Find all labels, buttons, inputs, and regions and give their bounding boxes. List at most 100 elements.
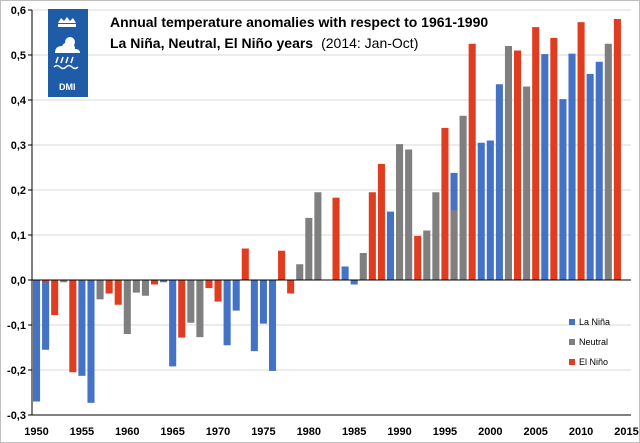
subtitle-neutral: Neutral	[168, 35, 216, 51]
bar-el-nino-1978	[287, 280, 295, 294]
x-tick-label: 1970	[206, 426, 230, 438]
bar-neutral-1968	[196, 280, 204, 338]
bar-neutral-1962	[141, 280, 149, 296]
crown-icon	[58, 17, 76, 27]
x-tick-label: 2015	[614, 426, 638, 438]
subtitle-sep-1: ,	[161, 35, 169, 51]
bar-neutral-1957	[96, 280, 104, 300]
subtitle-years: years	[273, 35, 314, 51]
bar-el-nino-1977	[278, 250, 286, 280]
bar-la-nina-1984	[341, 266, 349, 280]
bar-el-nino-1951	[42, 280, 50, 283]
bar-el-nino-1983	[332, 197, 340, 280]
bar-el-nino-1966	[178, 280, 186, 338]
bar-la-nina-2012	[595, 61, 603, 280]
y-tick-label: -0,1	[7, 320, 26, 332]
bar-neutral-1997	[459, 115, 467, 280]
y-tick-label: 0,0	[11, 275, 26, 287]
y-tick-label: 0,5	[11, 50, 26, 62]
bar-neutral-1980	[305, 217, 313, 280]
x-tick-label: 1975	[251, 426, 275, 438]
chart-subtitle: La Niña, Neutral, El Niño years (2014: Ja…	[110, 35, 418, 51]
legend: La Niña Neutral El Niño	[569, 317, 610, 367]
bar-neutral-1960	[123, 280, 131, 334]
chart-title: Annual temperature anomalies with respec…	[110, 14, 488, 30]
bar-el-nino-1987	[368, 192, 376, 280]
cloud-icon	[55, 42, 80, 53]
x-tick-label: 1960	[115, 426, 139, 438]
bar-el-nino-1988	[377, 163, 385, 280]
bar-el-nino-1970	[214, 280, 222, 302]
subtitle-el-nino: El Niño	[224, 35, 272, 51]
dmi-logo: DMI	[48, 9, 88, 97]
bar-la-nina-1976	[268, 280, 277, 371]
bar-neutral-1961	[132, 280, 140, 293]
bar-neutral-2004	[523, 86, 531, 280]
legend-swatch	[569, 319, 575, 325]
x-tick-label: 1985	[342, 426, 366, 438]
x-tick-label: 1990	[387, 426, 411, 438]
bar-el-nino-1952	[51, 280, 59, 316]
bar-la-nina-2000	[486, 140, 494, 280]
bar-la-nina-1955	[78, 280, 86, 376]
bar-la-nina-2008	[559, 99, 567, 280]
bar-la-nina-1951	[42, 280, 50, 350]
x-tick-label: 1965	[160, 426, 184, 438]
bar-el-nino-2003	[514, 50, 522, 280]
bars	[32, 19, 621, 403]
bar-la-nina-1971	[223, 280, 231, 346]
logo-text: DMI	[59, 82, 76, 92]
x-tick-label: 1950	[24, 426, 48, 438]
bar-neutral-1990	[396, 144, 404, 280]
legend-swatch	[569, 359, 575, 365]
subtitle-sep-2: ,	[217, 35, 225, 51]
bar-neutral-1979	[296, 264, 304, 280]
bar-neutral-1967	[187, 280, 195, 323]
bar-neutral-1994	[432, 192, 440, 280]
legend-label: Neutral	[579, 337, 608, 347]
bar-el-nino-1969	[205, 280, 213, 289]
x-tick-label: 2010	[569, 426, 593, 438]
chart-titles: Annual temperature anomalies with respec…	[110, 14, 488, 51]
bar-el-nino-1973	[241, 248, 249, 280]
bar-la-nina-1950	[32, 280, 41, 402]
bar-la-nina-1999	[477, 142, 485, 280]
bar-neutral-1953	[60, 280, 68, 283]
bar-la-nina-1989	[386, 211, 395, 280]
y-tick-label: -0,3	[7, 410, 26, 422]
y-tick-label: 0,4	[11, 95, 27, 107]
bar-el-nino-1995	[441, 127, 449, 281]
period-note: (2014: Jan-Oct)	[321, 35, 418, 51]
y-tick-labels: -0,3 -0,2 -0,1 0,0 0,1 0,2 0,3 0,4 0,5 0,6	[7, 5, 27, 422]
bar-neutral-1986	[359, 253, 367, 280]
x-tick-label: 1980	[297, 426, 321, 438]
x-tick-label: 2005	[523, 426, 547, 438]
bar-neutral-1993	[423, 230, 431, 280]
y-tick-label: 0,2	[11, 185, 26, 197]
bar-el-nino-2010	[577, 22, 585, 281]
y-tick-label: 0,3	[11, 140, 26, 152]
bar-el-nino-2007	[550, 37, 558, 281]
bar-la-nina-1956	[87, 280, 95, 403]
legend-swatch	[569, 339, 575, 345]
bar-el-nino-2005	[532, 27, 540, 280]
bar-la-nina-2001	[495, 84, 503, 280]
bar-la-nina-1975	[259, 280, 267, 324]
bar-la-nina-1972	[232, 280, 240, 311]
bar-el-nino-1958	[105, 280, 113, 294]
grid-lines	[32, 9, 631, 416]
legend-label: El Niño	[579, 357, 608, 367]
axes	[28, 9, 631, 416]
bar-la-nina-2006	[541, 54, 549, 280]
wave-icon	[53, 64, 79, 70]
y-tick-label: 0,1	[11, 230, 26, 242]
x-tick-label: 2000	[478, 426, 502, 438]
subtitle-la-nina: La Niña	[110, 35, 161, 51]
y-tick-label: 0,6	[11, 5, 26, 17]
bar-el-nino-1954	[69, 280, 77, 373]
bar-la-nina-1964	[160, 280, 168, 283]
bar-la-nina-1985	[350, 280, 358, 285]
bar-neutral-1981	[314, 192, 322, 280]
